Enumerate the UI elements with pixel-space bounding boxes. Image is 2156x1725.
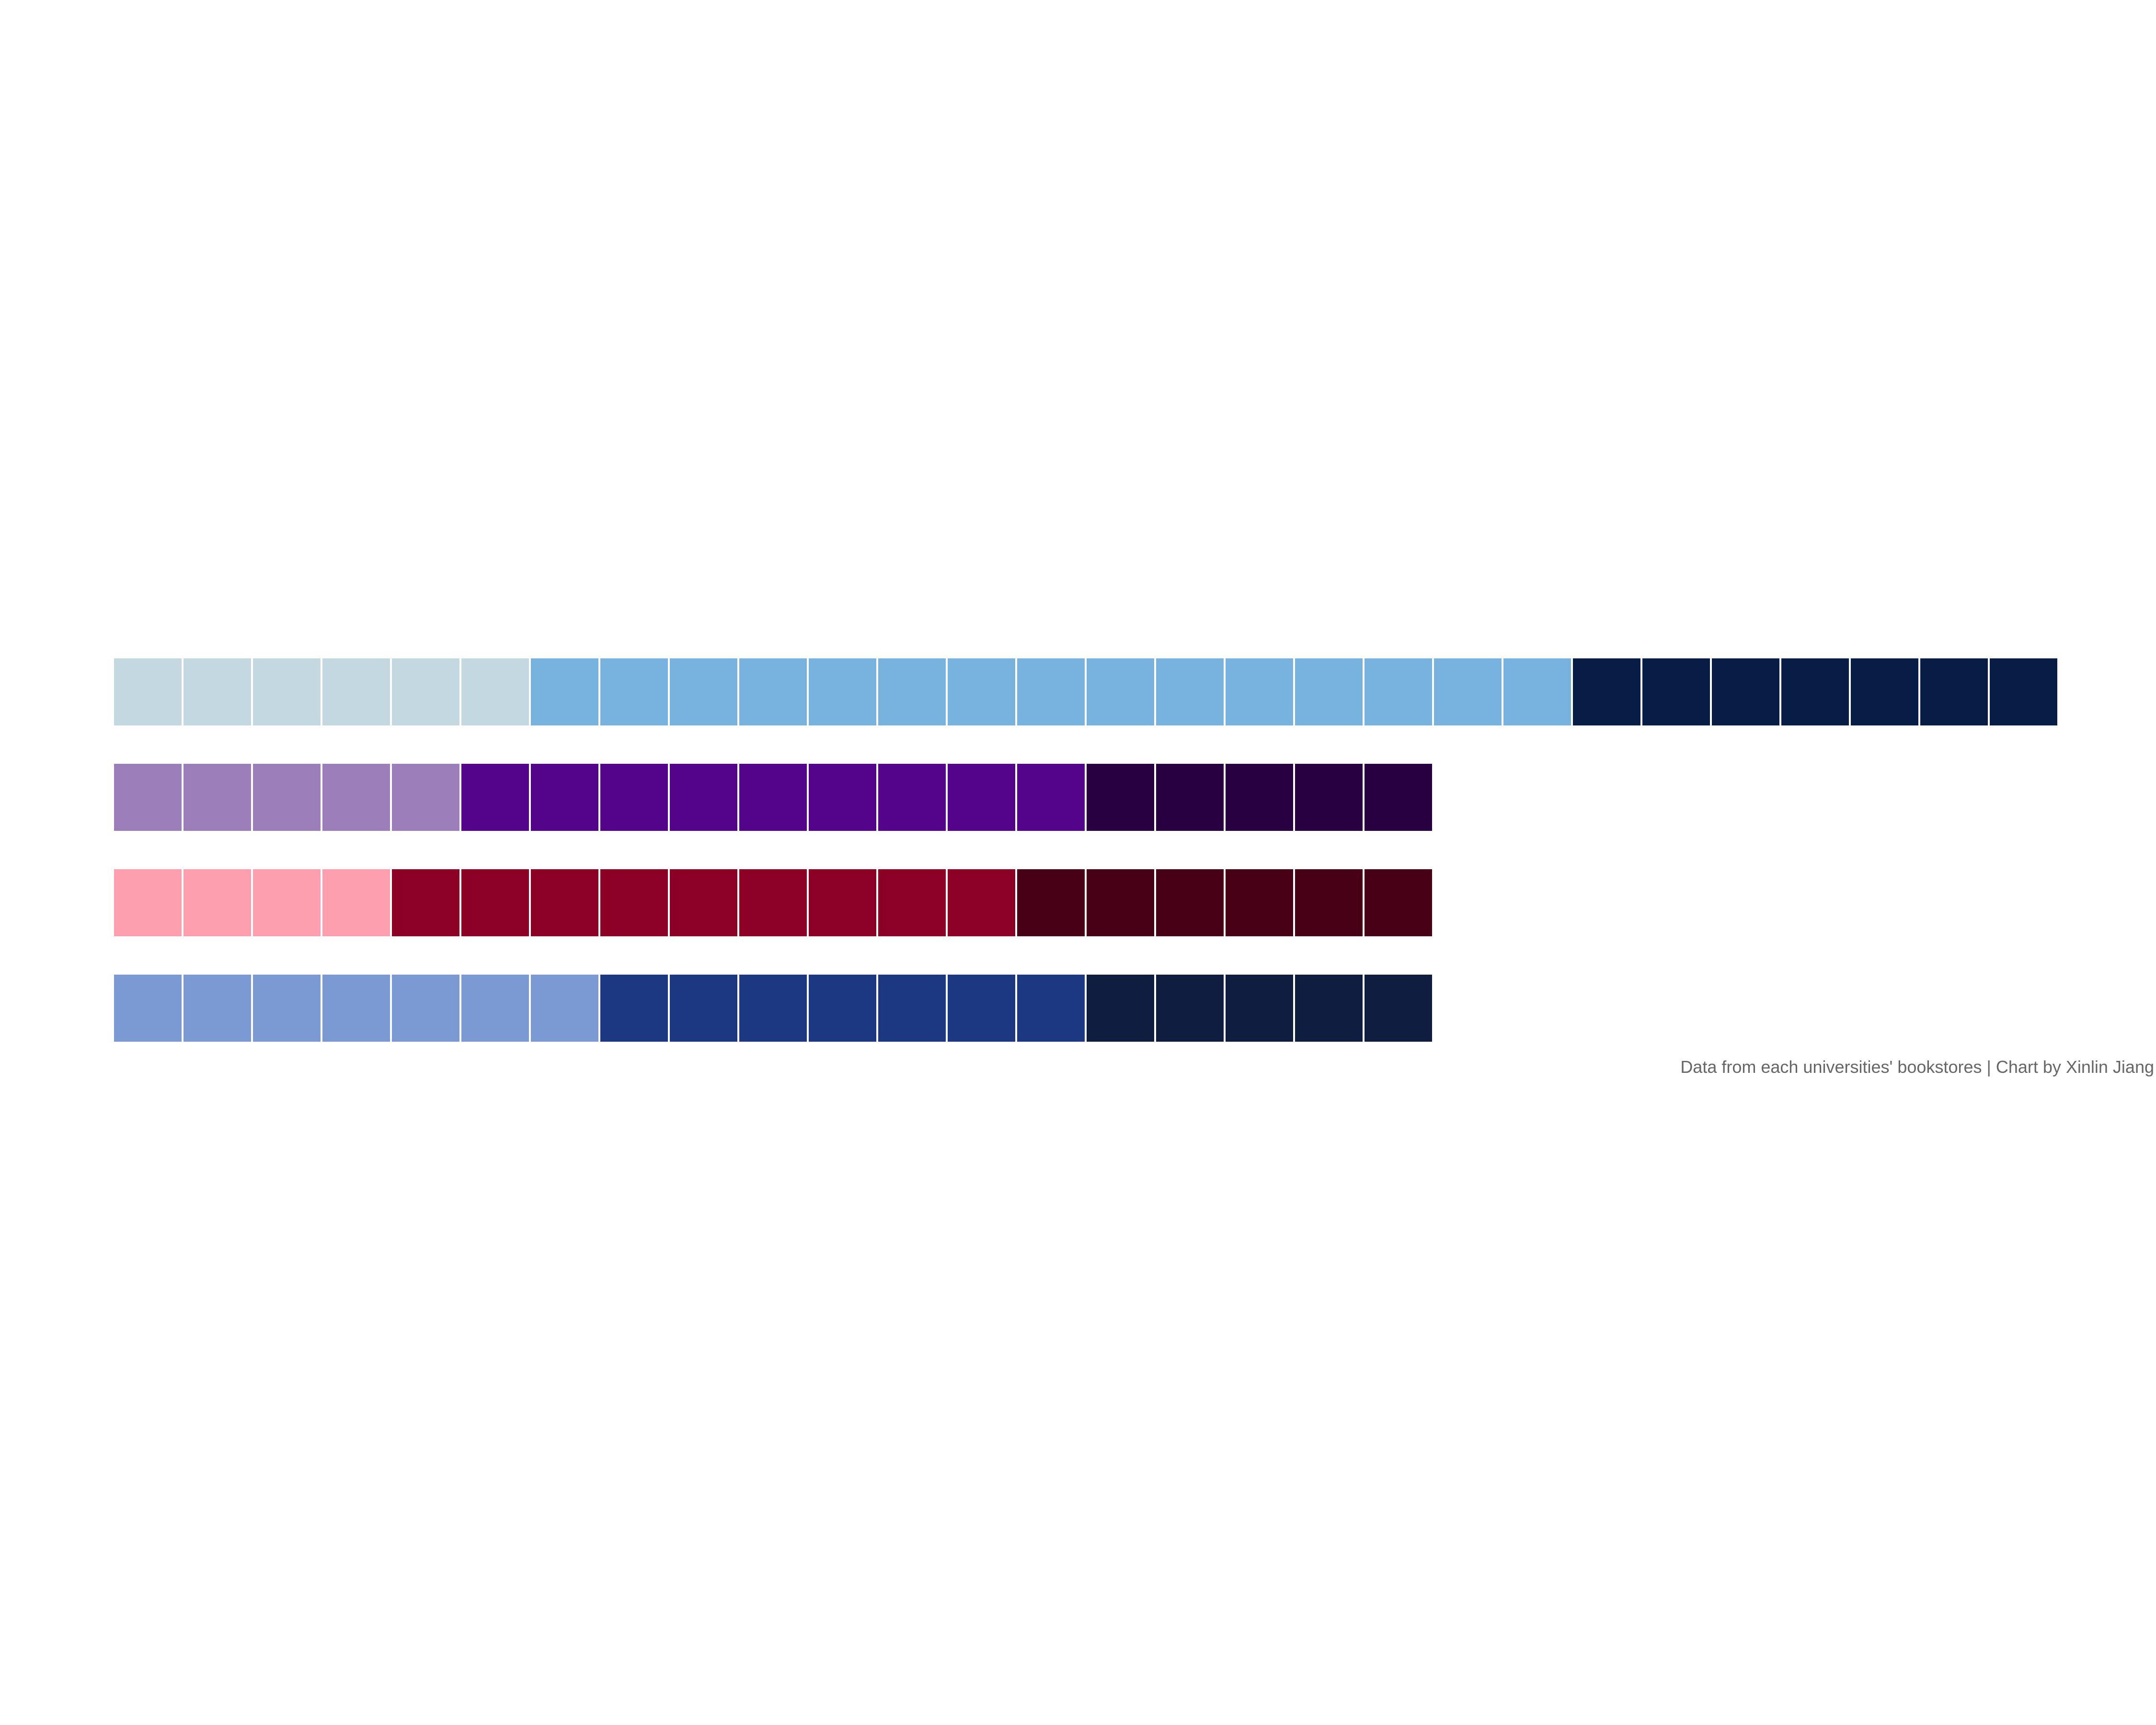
- waffle-square-row1-seg2: [1087, 658, 1154, 725]
- waffle-square-row2-seg2: [461, 764, 529, 831]
- waffle-square-row4-seg2: [809, 975, 876, 1042]
- waffle-square-row1-seg2: [948, 658, 1015, 725]
- waffle-square-row4-seg2: [878, 975, 946, 1042]
- waffle-square-row4-seg1: [322, 975, 390, 1042]
- waffle-square-row1-seg2: [809, 658, 876, 725]
- waffle-square-row4-seg3: [1087, 975, 1154, 1042]
- waffle-square-row1-seg2: [1156, 658, 1224, 725]
- waffle-square-row3-seg2: [531, 869, 598, 936]
- waffle-square-row4-seg2: [1017, 975, 1085, 1042]
- waffle-square-row1-seg2: [1226, 658, 1293, 725]
- waffle-square-row1-seg1: [392, 658, 459, 725]
- chart-caption: Data from each universities' bookstores …: [1680, 1057, 2154, 1077]
- waffle-square-row2-seg3: [1365, 764, 1432, 831]
- waffle-square-row2-seg3: [1087, 764, 1154, 831]
- waffle-square-row3-seg2: [670, 869, 737, 936]
- waffle-square-row4-seg3: [1226, 975, 1293, 1042]
- waffle-square-row1-seg3: [1781, 658, 1849, 725]
- waffle-square-row1-seg3: [1920, 658, 1988, 725]
- waffle-square-row2-seg3: [1226, 764, 1293, 831]
- waffle-square-row2-seg2: [809, 764, 876, 831]
- waffle-square-row1-seg1: [461, 658, 529, 725]
- waffle-square-row4-seg1: [183, 975, 251, 1042]
- waffle-square-row4-seg1: [531, 975, 598, 1042]
- waffle-rows: [114, 658, 2057, 1042]
- waffle-square-row2-seg2: [948, 764, 1015, 831]
- waffle-square-row1-seg3: [1851, 658, 1918, 725]
- waffle-square-row3-seg2: [461, 869, 529, 936]
- waffle-square-row4-seg2: [600, 975, 668, 1042]
- waffle-square-row2-seg2: [600, 764, 668, 831]
- waffle-square-row1-seg2: [1503, 658, 1571, 725]
- waffle-square-row3-seg3: [1365, 869, 1432, 936]
- waffle-row-4: [114, 975, 1432, 1042]
- waffle-square-row3-seg1: [322, 869, 390, 936]
- waffle-square-row3-seg1: [114, 869, 182, 936]
- waffle-square-row1-seg2: [739, 658, 807, 725]
- waffle-square-row2-seg1: [253, 764, 321, 831]
- waffle-row-2: [114, 764, 1432, 831]
- waffle-square-row4-seg2: [739, 975, 807, 1042]
- waffle-square-row4-seg1: [114, 975, 182, 1042]
- waffle-square-row3-seg3: [1087, 869, 1154, 936]
- waffle-square-row4-seg1: [392, 975, 459, 1042]
- waffle-row-3: [114, 869, 1432, 936]
- waffle-square-row4-seg1: [253, 975, 321, 1042]
- waffle-square-row1-seg2: [1434, 658, 1502, 725]
- waffle-square-row2-seg2: [878, 764, 946, 831]
- waffle-square-row3-seg2: [878, 869, 946, 936]
- waffle-square-row1-seg1: [253, 658, 321, 725]
- waffle-square-row3-seg2: [600, 869, 668, 936]
- waffle-square-row1-seg2: [878, 658, 946, 725]
- waffle-square-row1-seg2: [1017, 658, 1085, 725]
- waffle-square-row1-seg3: [1712, 658, 1779, 725]
- waffle-square-row2-seg1: [322, 764, 390, 831]
- waffle-square-row1-seg3: [1573, 658, 1640, 725]
- waffle-square-row1-seg2: [670, 658, 737, 725]
- waffle-square-row3-seg2: [809, 869, 876, 936]
- waffle-square-row3-seg2: [392, 869, 459, 936]
- waffle-square-row1-seg2: [1295, 658, 1363, 725]
- waffle-square-row3-seg2: [948, 869, 1015, 936]
- waffle-square-row4-seg2: [670, 975, 737, 1042]
- waffle-square-row2-seg3: [1156, 764, 1224, 831]
- waffle-square-row3-seg1: [253, 869, 321, 936]
- waffle-square-row2-seg1: [183, 764, 251, 831]
- waffle-square-row2-seg3: [1295, 764, 1363, 831]
- waffle-square-row4-seg3: [1295, 975, 1363, 1042]
- waffle-square-row1-seg1: [183, 658, 251, 725]
- waffle-square-row2-seg2: [739, 764, 807, 831]
- waffle-square-row2-seg1: [392, 764, 459, 831]
- waffle-square-row4-seg3: [1156, 975, 1224, 1042]
- waffle-square-row2-seg2: [531, 764, 598, 831]
- waffle-square-row1-seg1: [322, 658, 390, 725]
- waffle-square-row3-seg3: [1226, 869, 1293, 936]
- waffle-square-row3-seg3: [1156, 869, 1224, 936]
- waffle-square-row3-seg1: [183, 869, 251, 936]
- waffle-square-row1-seg2: [1365, 658, 1432, 725]
- waffle-square-row3-seg3: [1295, 869, 1363, 936]
- waffle-square-row4-seg2: [948, 975, 1015, 1042]
- waffle-square-row1-seg2: [600, 658, 668, 725]
- waffle-square-row4-seg1: [461, 975, 529, 1042]
- waffle-square-row1-seg3: [1990, 658, 2057, 725]
- waffle-square-row2-seg1: [114, 764, 182, 831]
- waffle-square-row1-seg2: [531, 658, 598, 725]
- waffle-square-row2-seg2: [670, 764, 737, 831]
- waffle-square-row2-seg2: [1017, 764, 1085, 831]
- waffle-square-row3-seg3: [1017, 869, 1085, 936]
- waffle-row-1: [114, 658, 2057, 725]
- waffle-square-row1-seg3: [1642, 658, 1710, 725]
- waffle-square-row4-seg3: [1365, 975, 1432, 1042]
- waffle-square-row3-seg2: [739, 869, 807, 936]
- waffle-square-row1-seg1: [114, 658, 182, 725]
